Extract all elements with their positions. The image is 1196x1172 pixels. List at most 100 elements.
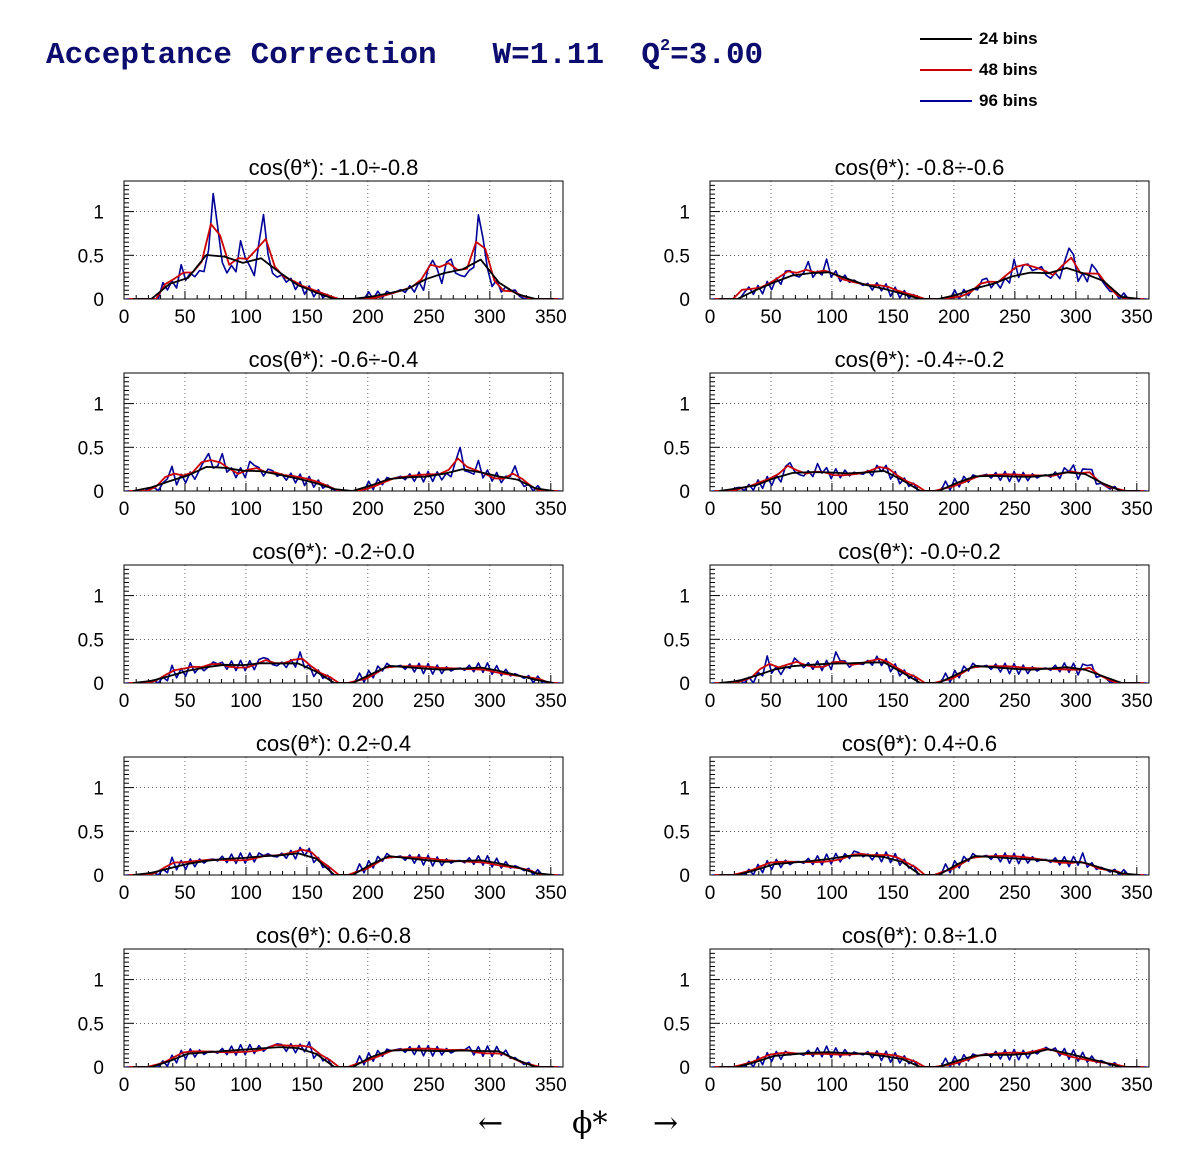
y-tick-label: 0	[679, 674, 690, 695]
series-line-48-bins	[128, 848, 559, 875]
chart-panel-3: 0 50 100 150 200 250 300 350 0 0.5 1 cos(θ*): -0.6÷…	[78, 347, 567, 520]
x-tick-label: 0	[705, 691, 716, 712]
x-tick-label: 350	[535, 499, 567, 520]
y-tick-label: 0	[93, 866, 104, 887]
x-tick-label: 50	[760, 1075, 781, 1096]
panel-title: cos(θ*): -0.4÷-0.2	[835, 347, 1005, 372]
x-tick-label: 100	[816, 307, 848, 328]
series-line-48-bins	[714, 658, 1145, 683]
x-axis-label: ← ϕ* →	[470, 1106, 700, 1146]
x-tick-label: 0	[119, 883, 130, 904]
x-tick-label: 100	[230, 883, 262, 904]
x-tick-label: 0	[119, 1075, 130, 1096]
title-w: W=1.11	[492, 38, 605, 73]
x-tick-label: 200	[352, 691, 384, 712]
x-tick-label: 300	[1060, 691, 1092, 712]
x-tick-label: 200	[938, 691, 970, 712]
legend-item-96-bins: 96 bins	[915, 90, 1065, 112]
y-tick-label: 0	[93, 482, 104, 503]
x-tick-label: 250	[413, 883, 445, 904]
legend-label-24-bins: 24 bins	[979, 29, 1038, 48]
legend-swatch-24-bins	[920, 38, 972, 40]
x-tick-label: 0	[705, 1075, 716, 1096]
x-tick-label: 50	[760, 307, 781, 328]
x-tick-label: 0	[119, 307, 130, 328]
y-tick-label: 1	[93, 395, 104, 416]
x-tick-label: 200	[938, 883, 970, 904]
y-tick-label: 0	[679, 866, 690, 887]
plot-frame	[709, 756, 1150, 876]
x-tick-label: 250	[413, 499, 445, 520]
chart-panel-10: 0 50 100 150 200 250 300 350 0 0.5 1 cos(θ*): 0.8÷1…	[664, 923, 1153, 1096]
series-line-48-bins	[714, 852, 1145, 875]
y-tick-label: 0	[679, 482, 690, 503]
series-line-24-bins	[718, 469, 1140, 491]
x-tick-label: 300	[1060, 883, 1092, 904]
x-tick-label: 150	[877, 1075, 909, 1096]
title-main: Acceptance Correction	[46, 38, 437, 73]
x-tick-label: 100	[230, 499, 262, 520]
x-tick-label: 0	[119, 499, 130, 520]
title-q-value: =3.00	[670, 38, 764, 73]
y-tick-label: 0.5	[78, 630, 104, 651]
plot-frame	[123, 756, 564, 876]
x-tick-label: 300	[1060, 307, 1092, 328]
panel-title: cos(θ*): 0.6÷0.8	[256, 923, 411, 948]
x-tick-label: 50	[760, 883, 781, 904]
x-tick-label: 50	[174, 691, 195, 712]
x-tick-label: 200	[352, 883, 384, 904]
x-tick-label: 100	[230, 307, 262, 328]
x-tick-label: 300	[474, 691, 506, 712]
x-tick-label: 100	[816, 691, 848, 712]
series-line-24-bins	[133, 254, 554, 299]
legend-swatch-96-bins	[920, 100, 972, 102]
panel-title: cos(θ*): -1.0÷-0.8	[249, 155, 419, 180]
series-line-48-bins	[128, 457, 559, 491]
chart-panel-8: 0 50 100 150 200 250 300 350 0 0.5 1 cos(θ*): 0.4÷0…	[664, 731, 1153, 904]
x-tick-label: 200	[938, 499, 970, 520]
y-tick-label: 0	[679, 290, 690, 311]
x-tick-label: 50	[174, 1075, 195, 1096]
series-line-24-bins	[719, 661, 1140, 683]
x-tick-label: 300	[474, 1075, 506, 1096]
x-tick-label: 300	[474, 883, 506, 904]
x-tick-label: 300	[474, 499, 506, 520]
x-tick-label: 100	[816, 883, 848, 904]
x-tick-label: 150	[291, 1075, 323, 1096]
chart-panel-5: 0 50 100 150 200 250 300 350 0 0.5 1 cos(θ*): -0.2÷…	[78, 539, 567, 712]
x-tick-label: 350	[535, 883, 567, 904]
x-tick-label: 350	[1121, 883, 1153, 904]
x-tick-label: 300	[1060, 1075, 1092, 1096]
legend-item-48-bins: 48 bins	[915, 59, 1065, 81]
x-tick-label: 150	[877, 883, 909, 904]
series-line-96-bins	[126, 446, 561, 491]
x-tick-label: 200	[938, 1075, 970, 1096]
x-tick-label: 250	[999, 883, 1031, 904]
y-tick-label: 0.5	[78, 1014, 104, 1035]
x-tick-label: 350	[1121, 499, 1153, 520]
x-tick-label: 50	[174, 499, 195, 520]
x-tick-label: 350	[1121, 307, 1153, 328]
y-tick-label: 0.5	[78, 246, 104, 267]
plot-frame	[709, 564, 1150, 684]
x-tick-label: 350	[1121, 691, 1153, 712]
x-tick-label: 350	[535, 1075, 567, 1096]
x-tick-label: 200	[352, 499, 384, 520]
y-tick-label: 1	[679, 587, 690, 608]
panel-title: cos(θ*): 0.2÷0.4	[256, 731, 411, 756]
y-tick-label: 1	[93, 203, 104, 224]
y-tick-label: 0.5	[664, 438, 690, 459]
y-tick-label: 1	[679, 779, 690, 800]
y-tick-label: 0.5	[664, 246, 690, 267]
panel-title: cos(θ*): -0.6÷-0.4	[249, 347, 419, 372]
y-tick-label: 1	[93, 971, 104, 992]
x-tick-label: 250	[999, 499, 1031, 520]
x-tick-label: 300	[1060, 499, 1092, 520]
x-tick-label: 0	[119, 691, 130, 712]
y-tick-label: 1	[93, 779, 104, 800]
chart-panel-2: 0 50 100 150 200 250 300 350 0 0.5 1 cos(θ*): -0.8÷…	[664, 155, 1153, 328]
x-tick-label: 300	[474, 307, 506, 328]
series-line-24-bins	[132, 852, 554, 875]
series-line-24-bins	[132, 662, 555, 683]
